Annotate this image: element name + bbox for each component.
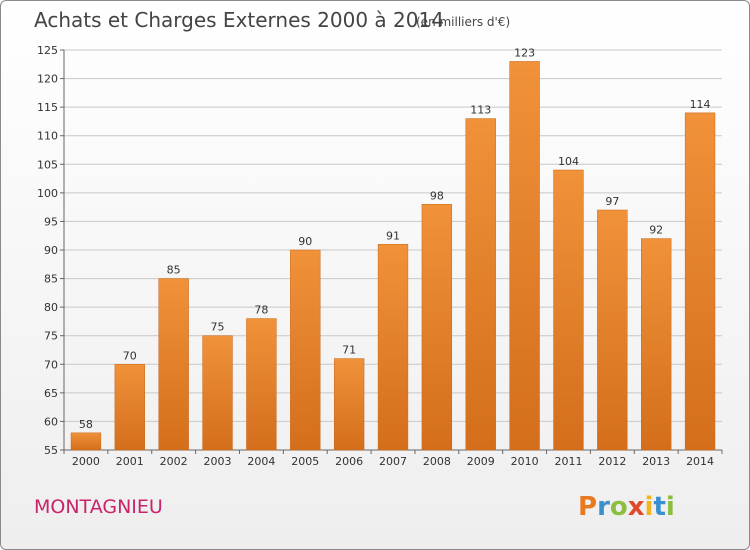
logo-letter: t xyxy=(653,492,665,522)
bar-2004 xyxy=(246,318,277,451)
chart-subtitle: (en milliers d'€) xyxy=(416,15,510,29)
bar-2006 xyxy=(333,358,365,451)
x-tick-label: 2004 xyxy=(247,455,275,468)
y-tick-label: 100 xyxy=(37,187,58,200)
value-label: 97 xyxy=(605,195,619,208)
value-label: 98 xyxy=(430,189,444,202)
bar-2007 xyxy=(377,244,409,451)
bar-2005 xyxy=(290,249,321,451)
bar-2000 xyxy=(70,432,102,451)
proxiti-logo: Proxiti xyxy=(578,492,675,522)
y-tick-label: 80 xyxy=(44,301,58,314)
x-tick-label: 2008 xyxy=(423,455,451,468)
x-tick-label: 2014 xyxy=(686,455,714,468)
y-tick-label: 105 xyxy=(37,158,58,171)
bar-2003 xyxy=(202,335,233,451)
y-tick-label: 55 xyxy=(44,444,58,457)
x-tick-label: 2007 xyxy=(379,455,407,468)
value-label: 58 xyxy=(79,418,93,431)
y-tick-label: 65 xyxy=(44,387,58,400)
x-tick-labels: 2000 2001 2002 2003 2004 2005 2006 2007 2008 2009… xyxy=(63,450,723,468)
x-tick-label: 2000 xyxy=(72,455,100,468)
x-tick-label: 2013 xyxy=(642,455,670,468)
bar-2009 xyxy=(465,118,496,451)
value-label: 91 xyxy=(386,229,400,242)
x-tick-label: 2010 xyxy=(511,455,539,468)
value-label: 70 xyxy=(123,349,137,362)
y-tick-label: 75 xyxy=(44,330,58,343)
x-tick-label: 2012 xyxy=(598,455,626,468)
y-tick-label: 85 xyxy=(44,273,58,286)
logo-letter: i xyxy=(666,492,675,522)
x-tick-label: 2001 xyxy=(116,455,144,468)
value-labels: 58 70 85 75 78 90 71 91 98 113 123 104 97 92 114 xyxy=(79,46,711,430)
bar-2010 xyxy=(509,61,540,451)
logo-letter: i xyxy=(645,492,654,522)
bar-2012 xyxy=(597,209,628,451)
location-name: MONTAGNIEU xyxy=(34,496,163,518)
bar-2011 xyxy=(553,169,584,451)
y-tick-label: 115 xyxy=(37,101,58,114)
x-tick-label: 2006 xyxy=(335,455,363,468)
value-label: 71 xyxy=(342,344,356,357)
x-tick-label: 2011 xyxy=(554,455,582,468)
y-tick-label: 90 xyxy=(44,244,58,257)
chart-title: Achats et Charges Externes 2000 à 2014 xyxy=(34,8,444,32)
y-tick-label: 70 xyxy=(44,358,58,371)
y-tick-label: 110 xyxy=(37,130,58,143)
value-label: 104 xyxy=(558,155,579,168)
bar-2014 xyxy=(684,112,716,451)
value-label: 85 xyxy=(167,264,181,277)
logo-letter: o xyxy=(610,492,628,522)
bars xyxy=(70,61,716,451)
value-label: 90 xyxy=(298,235,312,248)
x-tick-label: 2002 xyxy=(160,455,188,468)
bar-2013 xyxy=(641,238,672,451)
value-label: 113 xyxy=(470,104,491,117)
logo-letter: P xyxy=(578,492,597,522)
value-label: 92 xyxy=(649,224,663,237)
x-tick-label: 2005 xyxy=(291,455,319,468)
bar-2008 xyxy=(421,204,453,451)
y-tick-labels: 55 60 65 70 75 80 85 90 95 100 105 110 115 120 125 xyxy=(37,44,58,457)
bar-2002 xyxy=(158,278,189,451)
x-tick-label: 2009 xyxy=(467,455,495,468)
y-tick-label: 125 xyxy=(37,44,58,57)
logo-letter: r xyxy=(597,492,610,522)
logo-letter: x xyxy=(628,492,645,522)
y-tick-label: 95 xyxy=(44,215,58,228)
x-tick-label: 2003 xyxy=(204,455,232,468)
value-label: 75 xyxy=(211,321,225,334)
value-label: 78 xyxy=(254,304,268,317)
value-label: 114 xyxy=(690,98,711,111)
y-tick-label: 60 xyxy=(44,415,58,428)
y-tick-label: 120 xyxy=(37,73,58,86)
bar-2001 xyxy=(114,364,145,451)
value-label: 123 xyxy=(514,46,535,59)
